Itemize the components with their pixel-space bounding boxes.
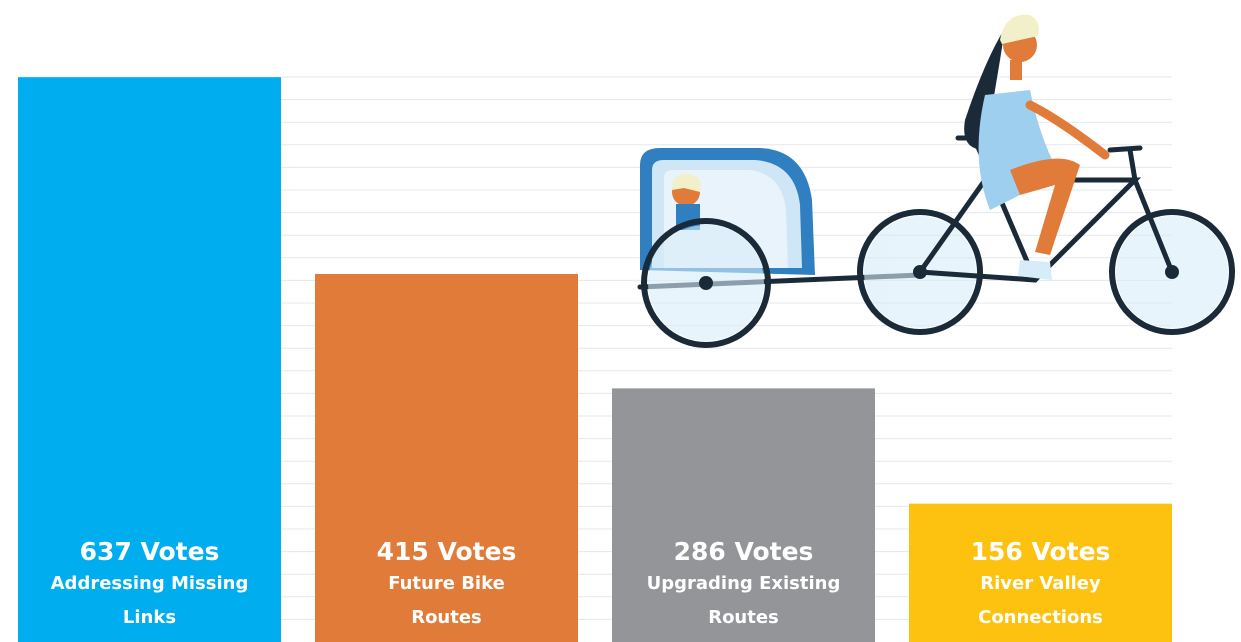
value-label: 415 Votes	[376, 537, 517, 566]
value-label: 156 Votes	[970, 537, 1111, 566]
value-label: 637 Votes	[79, 537, 220, 566]
bars	[18, 77, 1172, 642]
bar-label: 415 Votes Future Bike Routes	[315, 537, 578, 635]
category-label: River Valley Connections	[978, 573, 1103, 628]
category-label: Upgrading Existing Routes	[646, 573, 841, 628]
bar-label: 637 Votes Addressing Missing Links	[18, 537, 281, 635]
bike-illustration	[637, 14, 1235, 348]
bar	[315, 274, 578, 642]
category-label: Addressing Missing Links	[50, 573, 249, 628]
bar	[612, 388, 875, 642]
bar	[18, 77, 281, 642]
bar-label: 286 Votes Upgrading Existing Routes	[612, 537, 875, 635]
bar	[909, 503, 1172, 642]
value-label: 286 Votes	[673, 537, 814, 566]
bar-label: 156 Votes River Valley Connections	[909, 537, 1172, 635]
category-label: Future Bike Routes	[388, 573, 505, 628]
